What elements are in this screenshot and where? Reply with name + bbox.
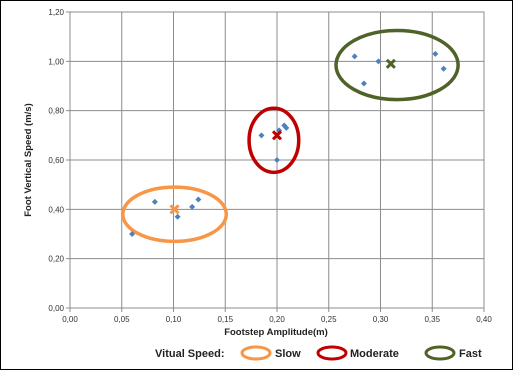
data-point-moderate: [258, 132, 265, 139]
y-tick-label: 1,20: [48, 8, 64, 17]
y-tick-label: 0,60: [48, 156, 64, 165]
x-tick-label: 0,15: [217, 315, 233, 324]
cluster-ellipse-fast: [334, 28, 460, 102]
x-tick-label: 0,10: [166, 315, 182, 324]
data-point-fast: [432, 50, 439, 57]
data-point-slow: [174, 213, 181, 220]
cluster-means: [169, 58, 396, 215]
x-tick-label: 0,25: [321, 315, 337, 324]
x-tick-label: 0,35: [424, 315, 440, 324]
legend-label-fast: Fast: [459, 348, 482, 360]
x-tick-label: 0,05: [114, 315, 130, 324]
legend-item-fast: Fast: [424, 345, 482, 361]
cluster-ellipses: [121, 28, 460, 244]
y-tick-label: 0,80: [48, 107, 64, 116]
mean-marker-moderate: [271, 130, 283, 141]
y-tick-label: 1,00: [48, 57, 64, 66]
y-tick-label: 0,00: [48, 304, 64, 313]
x-tick-label: 0,00: [62, 315, 78, 324]
legend-swatch-fast: [424, 345, 456, 361]
cluster-ellipse-slow: [121, 185, 229, 244]
data-point-fast: [440, 65, 447, 72]
legend-label-slow: Slow: [275, 348, 301, 360]
data-points: [129, 50, 447, 237]
mean-marker-slow: [169, 204, 180, 215]
legend-label-moderate: Moderate: [350, 348, 399, 360]
data-point-moderate: [274, 157, 280, 163]
y-tick-label: 0,20: [48, 255, 64, 264]
data-point-slow: [129, 231, 136, 237]
axis-ticks: 0,00 0,05 0,10 0,15 0,20 0,25 0,30 0,35 0,40 0,00…: [48, 8, 492, 324]
x-tick-label: 0,20: [269, 315, 285, 324]
data-point-fast: [351, 53, 358, 60]
legend-title: Vitual Speed:: [155, 348, 224, 360]
legend: Vitual Speed: Slow Moderate Fast: [155, 345, 482, 361]
mean-marker-fast: [385, 58, 396, 69]
y-tick-label: 0,40: [48, 205, 64, 214]
legend-item-slow: Slow: [240, 345, 301, 361]
legend-swatch-slow: [240, 345, 272, 361]
cluster-ellipse-moderate: [247, 106, 301, 175]
data-point-fast: [360, 80, 367, 87]
y-axis-label: Foot Vertical Speed (m/s): [23, 103, 34, 217]
legend-item-moderate: Moderate: [316, 345, 399, 361]
data-point-moderate: [283, 124, 290, 131]
data-point-slow: [189, 203, 196, 210]
x-tick-label: 0,40: [476, 315, 492, 324]
x-tick-label: 0,30: [373, 315, 389, 324]
data-point-slow: [195, 196, 202, 203]
data-point-fast: [375, 58, 382, 65]
legend-swatch-moderate: [316, 345, 348, 361]
data-point-slow: [151, 198, 158, 205]
x-axis-label: Footstep Amplitude(m): [224, 327, 328, 338]
